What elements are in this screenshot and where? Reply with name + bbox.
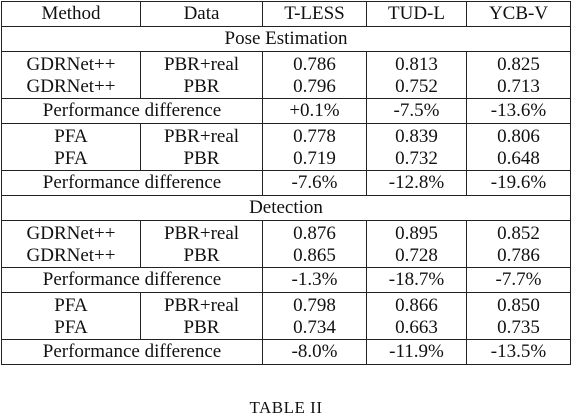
method-cell: GDRNet++ bbox=[1, 76, 141, 99]
ycbv-cell: 0.825 bbox=[466, 51, 571, 76]
section-header-row: Pose Estimation bbox=[1, 26, 571, 52]
data-cell: PBR+real bbox=[140, 51, 263, 76]
table-row: PFA PBR+real 0.778 0.839 0.806 bbox=[1, 123, 571, 148]
ycbv-cell: 0.850 bbox=[466, 292, 571, 317]
tudl-cell: 0.866 bbox=[366, 292, 467, 317]
difference-label: Performance difference bbox=[1, 339, 263, 365]
tless-cell: 0.865 bbox=[262, 245, 367, 268]
data-cell: PBR+real bbox=[140, 220, 263, 245]
results-table: Method Data T-LESS TUD-L YCB-V Pose Esti… bbox=[1, 1, 571, 365]
tless-cell: 0.798 bbox=[262, 292, 367, 317]
tudl-cell: 0.732 bbox=[366, 148, 467, 171]
method-cell: GDRNet++ bbox=[1, 220, 141, 245]
header-row: Method Data T-LESS TUD-L YCB-V bbox=[1, 1, 571, 27]
method-cell: PFA bbox=[1, 292, 141, 317]
difference-row: Performance difference -7.6% -12.8% -19.… bbox=[1, 170, 571, 196]
column-header-ycbv: YCB-V bbox=[466, 1, 571, 27]
tudl-diff-cell: -7.5% bbox=[366, 98, 467, 124]
tudl-diff-cell: -11.9% bbox=[366, 339, 467, 365]
ycbv-diff-cell: -13.6% bbox=[466, 98, 571, 124]
tless-diff-cell: -7.6% bbox=[262, 170, 367, 196]
tless-cell: 0.796 bbox=[262, 76, 367, 99]
table-caption: TABLE II bbox=[249, 398, 323, 417]
difference-row: Performance difference -1.3% -18.7% -7.7… bbox=[1, 267, 571, 293]
section-header-row: Detection bbox=[1, 195, 571, 221]
tless-diff-cell: -8.0% bbox=[262, 339, 367, 365]
column-header-method: Method bbox=[1, 1, 141, 27]
difference-row: Performance difference -8.0% -11.9% -13.… bbox=[1, 339, 571, 365]
tudl-diff-cell: -18.7% bbox=[366, 267, 467, 293]
difference-row: Performance difference +0.1% -7.5% -13.6… bbox=[1, 98, 571, 124]
data-cell: PBR bbox=[140, 317, 263, 340]
data-cell: PBR bbox=[140, 76, 263, 99]
table-row: GDRNet++ PBR 0.865 0.728 0.786 bbox=[1, 245, 571, 268]
ycbv-cell: 0.786 bbox=[466, 245, 571, 268]
tudl-cell: 0.839 bbox=[366, 123, 467, 148]
tudl-cell: 0.752 bbox=[366, 76, 467, 99]
ycbv-diff-cell: -13.5% bbox=[466, 339, 571, 365]
data-cell: PBR bbox=[140, 245, 263, 268]
data-cell: PBR+real bbox=[140, 292, 263, 317]
section-title-detection: Detection bbox=[1, 195, 571, 221]
tless-cell: 0.876 bbox=[262, 220, 367, 245]
section-title-pose-estimation: Pose Estimation bbox=[1, 26, 571, 52]
tless-cell: 0.734 bbox=[262, 317, 367, 340]
method-cell: GDRNet++ bbox=[1, 245, 141, 268]
table-row: GDRNet++ PBR+real 0.876 0.895 0.852 bbox=[1, 220, 571, 245]
method-cell: PFA bbox=[1, 123, 141, 148]
tudl-cell: 0.813 bbox=[366, 51, 467, 76]
ycbv-cell: 0.648 bbox=[466, 148, 571, 171]
tudl-cell: 0.895 bbox=[366, 220, 467, 245]
data-cell: PBR+real bbox=[140, 123, 263, 148]
ycbv-cell: 0.735 bbox=[466, 317, 571, 340]
tudl-cell: 0.728 bbox=[366, 245, 467, 268]
tudl-diff-cell: -12.8% bbox=[366, 170, 467, 196]
method-cell: PFA bbox=[1, 317, 141, 340]
table-row: PFA PBR+real 0.798 0.866 0.850 bbox=[1, 292, 571, 317]
tless-diff-cell: -1.3% bbox=[262, 267, 367, 293]
table-row: GDRNet++ PBR 0.796 0.752 0.713 bbox=[1, 76, 571, 99]
table-row: PFA PBR 0.734 0.663 0.735 bbox=[1, 317, 571, 340]
ycbv-diff-cell: -19.6% bbox=[466, 170, 571, 196]
column-header-data: Data bbox=[140, 1, 263, 27]
tless-diff-cell: +0.1% bbox=[262, 98, 367, 124]
table-row: GDRNet++ PBR+real 0.786 0.813 0.825 bbox=[1, 51, 571, 76]
column-header-tless: T-LESS bbox=[262, 1, 367, 27]
tless-cell: 0.786 bbox=[262, 51, 367, 76]
ycbv-cell: 0.852 bbox=[466, 220, 571, 245]
ycbv-cell: 0.713 bbox=[466, 76, 571, 99]
data-cell: PBR bbox=[140, 148, 263, 171]
ycbv-diff-cell: -7.7% bbox=[466, 267, 571, 293]
difference-label: Performance difference bbox=[1, 98, 263, 124]
difference-label: Performance difference bbox=[1, 267, 263, 293]
table-row: PFA PBR 0.719 0.732 0.648 bbox=[1, 148, 571, 171]
column-header-tudl: TUD-L bbox=[366, 1, 467, 27]
ycbv-cell: 0.806 bbox=[466, 123, 571, 148]
method-cell: PFA bbox=[1, 148, 141, 171]
tless-cell: 0.719 bbox=[262, 148, 367, 171]
difference-label: Performance difference bbox=[1, 170, 263, 196]
method-cell: GDRNet++ bbox=[1, 51, 141, 76]
tless-cell: 0.778 bbox=[262, 123, 367, 148]
tudl-cell: 0.663 bbox=[366, 317, 467, 340]
